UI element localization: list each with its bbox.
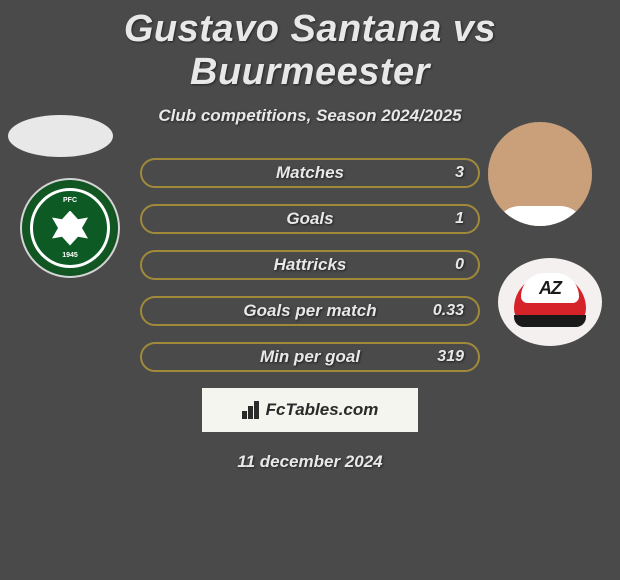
player-left-photo (8, 115, 113, 157)
stat-label: Matches (276, 163, 344, 183)
stat-row-mpg: Min per goal 319 (140, 342, 480, 372)
stat-row-hattricks: Hattricks 0 (140, 250, 480, 280)
stat-value-right: 1 (455, 210, 464, 228)
stat-label: Hattricks (274, 255, 347, 275)
stat-label: Goals (286, 209, 333, 229)
stat-value-right: 0.33 (433, 302, 464, 320)
stat-row-gpm: Goals per match 0.33 (140, 296, 480, 326)
stat-value-right: 319 (437, 348, 464, 366)
stat-row-matches: Matches 3 (140, 158, 480, 188)
stat-label: Goals per match (243, 301, 376, 321)
stat-value-right: 0 (455, 256, 464, 274)
chart-icon (242, 401, 262, 419)
stats-area: Matches 3 Goals 1 Hattricks 0 Goals per … (0, 158, 620, 472)
stat-label: Min per goal (260, 347, 360, 367)
stat-row-goals: Goals 1 (140, 204, 480, 234)
date-text: 11 december 2024 (0, 452, 620, 472)
branding-box: FcTables.com (202, 388, 418, 432)
page-title: Gustavo Santana vs Buurmeester (0, 0, 620, 94)
branding-text: FcTables.com (266, 400, 379, 420)
stat-value-right: 3 (455, 164, 464, 182)
